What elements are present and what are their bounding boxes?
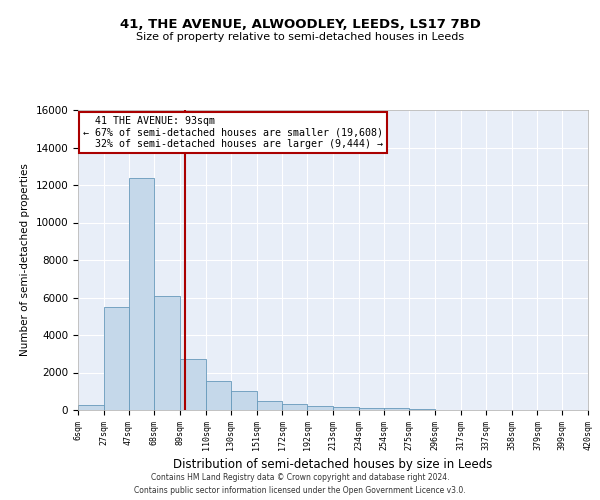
Bar <box>307 406 333 410</box>
Bar <box>78 405 104 410</box>
Bar <box>231 391 257 410</box>
Bar <box>359 408 383 410</box>
Bar <box>333 407 359 410</box>
Bar <box>257 400 283 410</box>
Bar <box>283 404 307 410</box>
Text: Contains HM Land Registry data © Crown copyright and database right 2024.
Contai: Contains HM Land Registry data © Crown c… <box>134 474 466 495</box>
Bar <box>409 408 435 410</box>
Bar <box>104 307 128 410</box>
Text: 41, THE AVENUE, ALWOODLEY, LEEDS, LS17 7BD: 41, THE AVENUE, ALWOODLEY, LEEDS, LS17 7… <box>119 18 481 30</box>
Y-axis label: Number of semi-detached properties: Number of semi-detached properties <box>20 164 30 356</box>
Bar <box>154 296 180 410</box>
Bar <box>206 381 231 410</box>
Text: 41 THE AVENUE: 93sqm
← 67% of semi-detached houses are smaller (19,608)
  32% of: 41 THE AVENUE: 93sqm ← 67% of semi-detac… <box>83 116 383 149</box>
X-axis label: Distribution of semi-detached houses by size in Leeds: Distribution of semi-detached houses by … <box>173 458 493 471</box>
Bar <box>383 408 409 410</box>
Bar <box>128 178 154 410</box>
Bar <box>180 360 206 410</box>
Text: Size of property relative to semi-detached houses in Leeds: Size of property relative to semi-detach… <box>136 32 464 42</box>
